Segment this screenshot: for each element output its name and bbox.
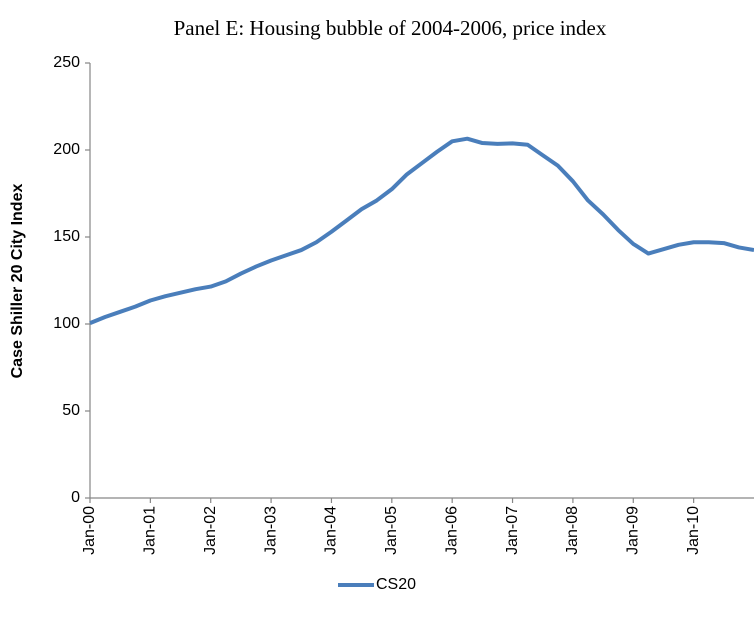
x-tick-label: Jan-02: [202, 506, 219, 555]
x-tick-label: Jan-04: [323, 506, 340, 555]
y-tick-label: 50: [62, 402, 80, 419]
y-tick-label: 250: [53, 54, 80, 71]
y-axis-label: Case Shiller 20 City Index: [9, 184, 26, 379]
y-tick-label: 150: [53, 228, 80, 245]
legend-label: CS20: [376, 576, 416, 593]
x-tick-label: Jan-08: [564, 506, 581, 555]
y-tick-label: 200: [53, 141, 80, 158]
chart-title: Panel E: Housing bubble of 2004-2006, pr…: [174, 16, 607, 40]
x-tick-label: Jan-10: [685, 506, 702, 555]
x-tick-label: Jan-06: [443, 506, 460, 555]
x-tick-label: Jan-03: [262, 506, 279, 555]
data-line: [89, 136, 754, 325]
x-tick-label: Jan-07: [504, 506, 521, 555]
x-tick-label: Jan-09: [624, 506, 641, 555]
x-tick-label: Jan-00: [81, 506, 98, 555]
y-tick-label: 100: [53, 315, 80, 332]
x-tick-label: Jan-01: [142, 506, 159, 555]
y-tick-label: 0: [71, 489, 80, 506]
x-tick-label: Jan-05: [383, 506, 400, 555]
